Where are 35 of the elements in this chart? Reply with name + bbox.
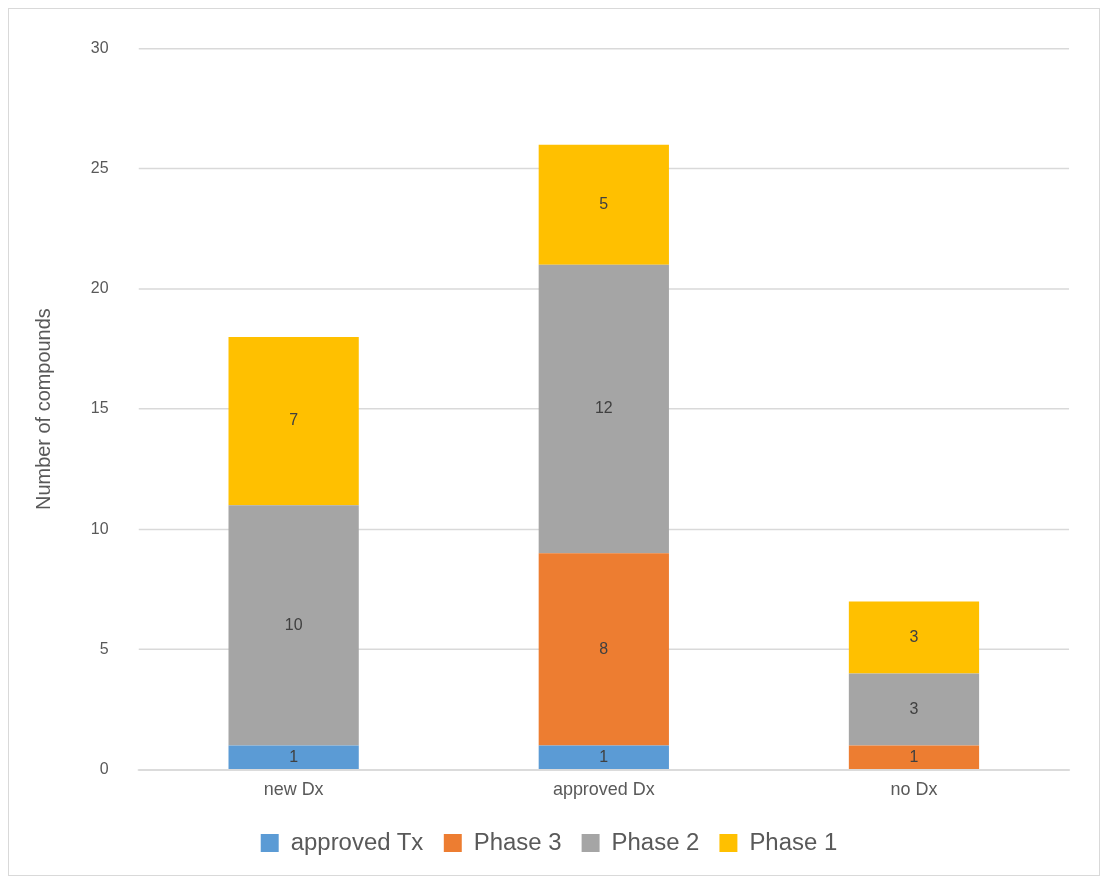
bar (538, 264, 669, 554)
y-tick-label: 0 (99, 760, 109, 778)
legend-label: Phase 2 (611, 827, 700, 855)
y-tick-label: 25 (90, 159, 109, 177)
bar (228, 505, 359, 746)
bar (848, 745, 980, 769)
bar (538, 745, 669, 769)
data-label: 1 (909, 747, 919, 765)
y-tick-label: 15 (90, 399, 109, 417)
bar (848, 673, 980, 746)
legend-label: approved Tx (290, 827, 424, 855)
data-label: 3 (909, 627, 919, 645)
data-label: 7 (289, 411, 299, 429)
legend-label: Phase 1 (749, 827, 838, 855)
data-label: 12 (594, 399, 613, 417)
x-tick-label: approved Dx (552, 779, 655, 800)
bar (538, 553, 669, 746)
x-tick-label: no Dx (890, 779, 938, 800)
y-tick-label: 10 (90, 519, 109, 537)
y-tick-label: 30 (90, 38, 109, 56)
bar (848, 601, 980, 674)
data-label: 1 (599, 747, 609, 765)
data-label: 1 (289, 747, 299, 765)
data-label: 5 (599, 195, 609, 213)
y-tick-label: 5 (99, 639, 109, 657)
y-axis-title: Number of compounds (32, 308, 55, 510)
data-label: 3 (909, 699, 919, 717)
y-tick-label: 20 (90, 279, 109, 297)
legend-label: Phase 3 (473, 827, 562, 855)
x-tick-label: new Dx (263, 779, 324, 800)
bar (228, 336, 359, 506)
data-label: 8 (599, 639, 609, 657)
bar (228, 745, 359, 769)
data-label: 10 (284, 615, 303, 633)
bar (538, 144, 669, 265)
